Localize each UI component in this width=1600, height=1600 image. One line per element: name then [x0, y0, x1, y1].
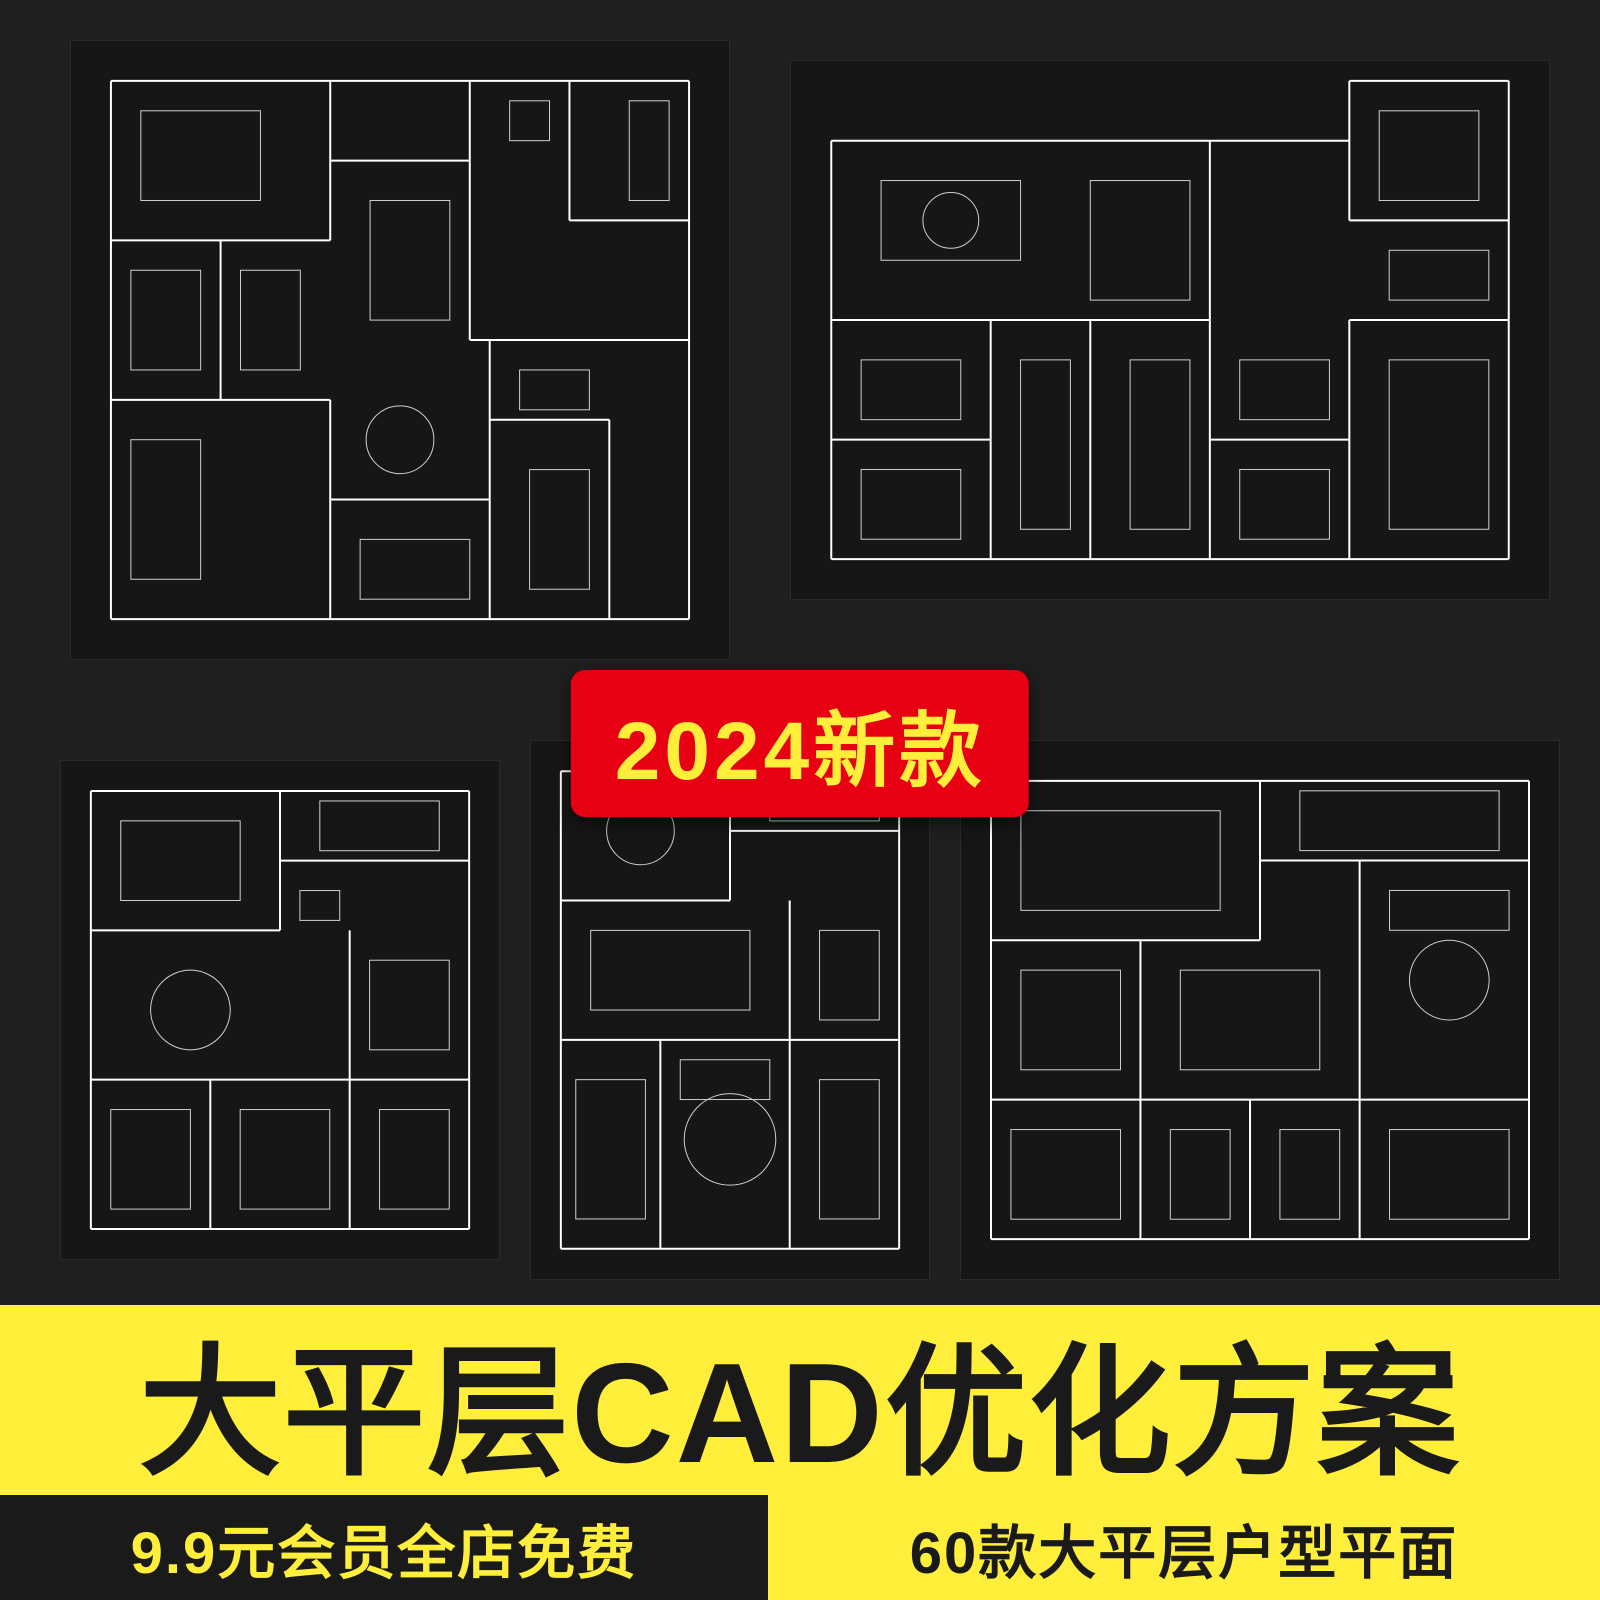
floorplan-3 — [60, 760, 500, 1260]
promo-left: 9.9元会员全店免费 — [0, 1495, 768, 1600]
new-badge: 2024新款 — [571, 670, 1029, 817]
floorplan-5 — [960, 740, 1560, 1280]
floorplan-4 — [530, 740, 930, 1280]
floorplan-1 — [70, 40, 730, 660]
floorplan-grid: 2024新款 — [0, 0, 1600, 1305]
floorplan-2 — [790, 60, 1550, 600]
promo-right: 60款大平层户型平面 — [768, 1495, 1600, 1600]
main-title: 大平层CAD优化方案 — [0, 1305, 1600, 1495]
sub-bar: 9.9元会员全店免费 60款大平层户型平面 — [0, 1495, 1600, 1600]
